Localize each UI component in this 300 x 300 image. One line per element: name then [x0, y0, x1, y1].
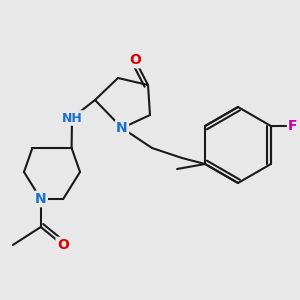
Text: O: O [129, 53, 141, 67]
Text: N: N [116, 121, 128, 135]
Text: F: F [288, 119, 298, 133]
Text: N: N [35, 192, 46, 206]
Text: NH: NH [61, 112, 82, 124]
Text: O: O [57, 238, 69, 252]
